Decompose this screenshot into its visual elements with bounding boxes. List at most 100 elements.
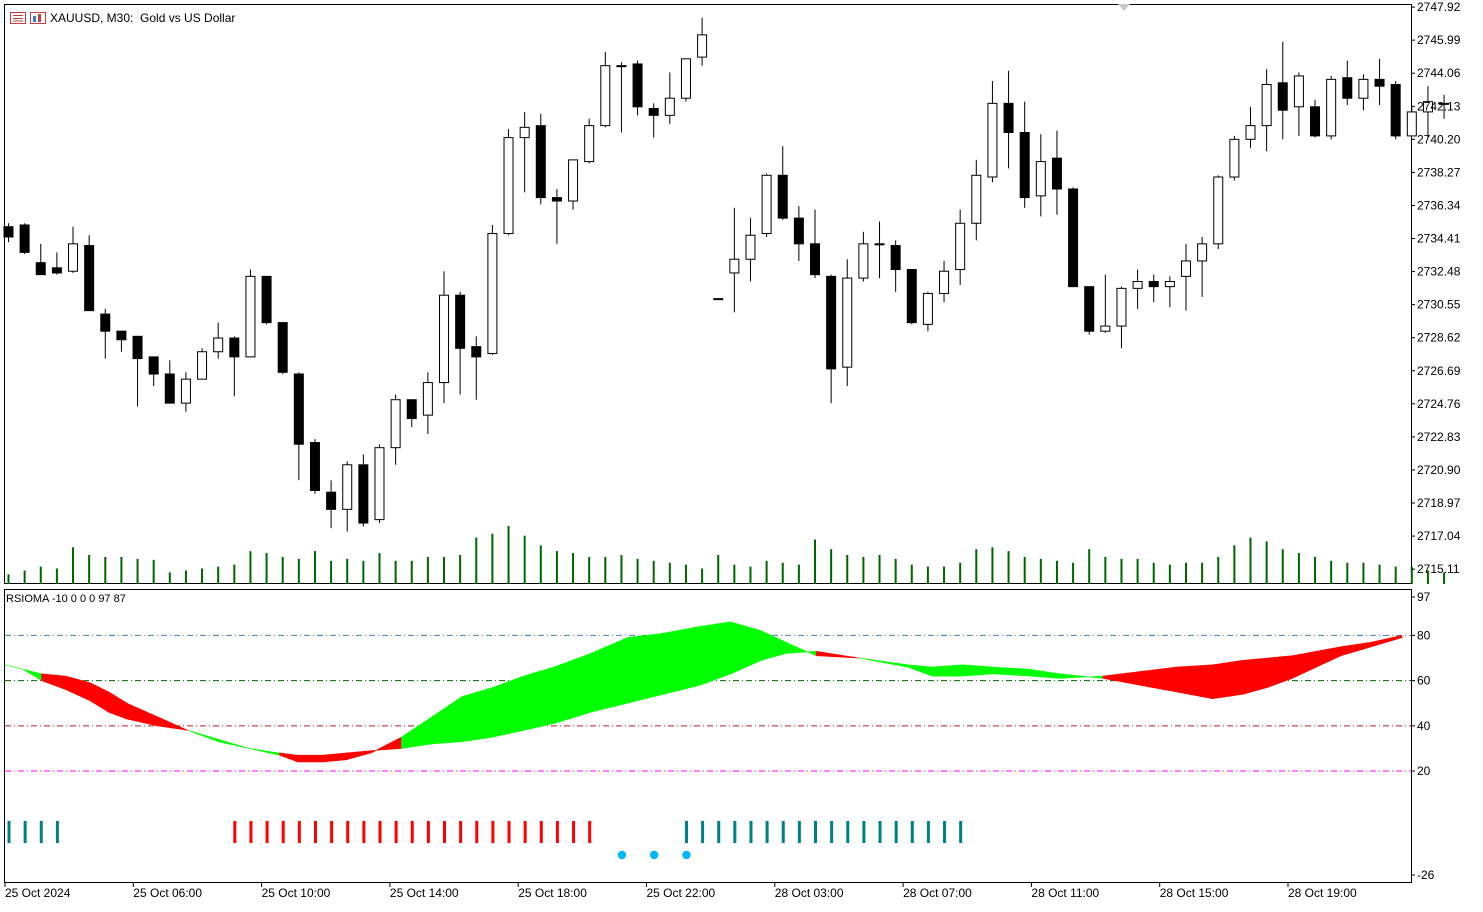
- rsioma-fill-bear: [321, 752, 347, 763]
- candle-bull: [422, 382, 433, 416]
- candle-bull: [503, 137, 514, 235]
- time-tick-label: 25 Oct 14:00: [390, 886, 459, 900]
- indicator-label: RSIOMA -10 0 0 0 97 87: [6, 593, 126, 605]
- rsioma-fill-bull: [700, 621, 732, 686]
- candle-bull: [374, 447, 385, 521]
- candle-bull: [245, 275, 256, 358]
- chart-header: XAUUSD, M30: Gold vs US Dollar: [10, 10, 235, 26]
- rsioma-fill-bear: [1267, 655, 1293, 688]
- rsioma-fill-bull: [992, 666, 1031, 677]
- candle-bull: [1406, 111, 1417, 137]
- candle-bull: [1358, 78, 1369, 99]
- candle-bull: [1422, 101, 1433, 113]
- candle-bear: [793, 217, 804, 245]
- candle-bear: [35, 262, 46, 276]
- rsioma-fill-bear: [1316, 646, 1342, 668]
- candle-bull: [584, 125, 595, 163]
- rsioma-fill-bull: [962, 664, 994, 677]
- rsioma-fill-bear: [1291, 650, 1317, 679]
- time-tick-label: 25 Oct 2024: [5, 886, 71, 900]
- rsioma-fill: [4, 621, 1403, 763]
- rsioma-fill-bull: [1060, 673, 1104, 679]
- candle-bear: [100, 313, 111, 332]
- candle-bull: [568, 159, 579, 202]
- rsioma-fill-bear: [108, 691, 128, 720]
- chart-window-icon[interactable]: [30, 12, 46, 24]
- price-tick-label: 2717.04: [1417, 529, 1461, 543]
- signal-dot: [682, 850, 691, 860]
- candle-bear: [132, 335, 143, 360]
- indicator-tick-label: 80: [1417, 628, 1431, 642]
- candle-bear: [890, 245, 901, 271]
- candle-bull: [955, 222, 966, 271]
- price-tick-label: 2730.55: [1417, 298, 1461, 312]
- rsioma-fill-bull: [1029, 668, 1061, 679]
- candle-bear: [906, 269, 917, 324]
- main-pane-frame: [4, 4, 1412, 584]
- candle-bull: [987, 102, 998, 178]
- shift-marker-icon[interactable]: [1118, 4, 1130, 11]
- candle-bull: [1116, 287, 1127, 327]
- price-tick-label: 2744.06: [1417, 66, 1461, 80]
- indicator-tick-label: 20: [1417, 764, 1431, 778]
- rsioma-fill-bull: [23, 669, 42, 682]
- rsioma-fill-bull: [462, 687, 494, 742]
- time-tick-label: 28 Oct 15:00: [1160, 886, 1229, 900]
- time-tick-label: 25 Oct 10:00: [262, 886, 331, 900]
- candle-bear: [632, 63, 643, 108]
- candle-bear: [810, 243, 820, 276]
- rsioma-fill-bull: [523, 666, 555, 731]
- rsioma-fill-bear: [65, 675, 91, 702]
- price-tick-label: 2740.20: [1417, 132, 1461, 146]
- rsioma-fill-bear: [815, 650, 860, 659]
- price-tick-label: 2732.48: [1417, 265, 1461, 279]
- rsioma-fill-bear: [41, 673, 67, 691]
- price-tick-label: 2747.92: [1417, 0, 1461, 14]
- candle-bull: [745, 234, 756, 260]
- candle-bull: [342, 464, 353, 510]
- candle-bear: [551, 197, 562, 202]
- signal-bars: [7, 821, 963, 843]
- rsioma-fill-bear: [1139, 666, 1177, 693]
- candle-bull: [1100, 325, 1111, 332]
- candle-bear: [1374, 78, 1385, 87]
- indicator-tick-label: -26: [1417, 868, 1435, 882]
- candle-bear: [148, 356, 159, 375]
- candle-bear: [1148, 281, 1159, 288]
- candle-bear: [1342, 77, 1353, 99]
- price-tick-label: 2745.99: [1417, 33, 1461, 47]
- rsioma-fill-bull: [931, 664, 964, 677]
- candle-bull: [487, 233, 498, 354]
- price-tick-label: 2720.90: [1417, 463, 1461, 477]
- candle-bear: [293, 373, 304, 445]
- price-axis: 2747.92 2745.99 2744.06 2742.13 2740.20 2738.…: [1411, 0, 1461, 576]
- candle-bull: [1213, 176, 1224, 245]
- time-tick-label: 25 Oct 22:00: [647, 886, 716, 900]
- rsioma-fill-bear: [370, 736, 402, 754]
- signal-dots: [617, 850, 691, 860]
- rsioma-fill-bear: [1243, 657, 1268, 695]
- time-tick-label: 28 Oct 07:00: [903, 886, 972, 900]
- candle-bear: [19, 224, 30, 253]
- candle-bear: [326, 491, 337, 510]
- price-tick-label: 2742.13: [1417, 99, 1461, 113]
- rsioma-fill-bull: [907, 664, 933, 677]
- candle-bull: [664, 97, 675, 116]
- indicator-pane-frame: [4, 589, 1412, 883]
- window-list-icon[interactable]: [10, 12, 26, 24]
- signal-dot: [617, 850, 627, 860]
- candle-bear: [1390, 84, 1401, 137]
- candle-bear: [358, 464, 369, 524]
- rsioma-fill-bull: [401, 716, 433, 749]
- candle-bull: [939, 270, 950, 295]
- candle-bull: [519, 126, 530, 139]
- rsioma-fill-bull: [218, 738, 250, 749]
- candle-bull: [761, 174, 772, 235]
- rsioma-fill-bull: [431, 695, 463, 745]
- candle-bull: [1245, 125, 1256, 140]
- candle-bear: [1084, 286, 1095, 332]
- rsioma-fill-bull: [4, 664, 24, 670]
- rsioma-fill-bear: [1340, 641, 1372, 657]
